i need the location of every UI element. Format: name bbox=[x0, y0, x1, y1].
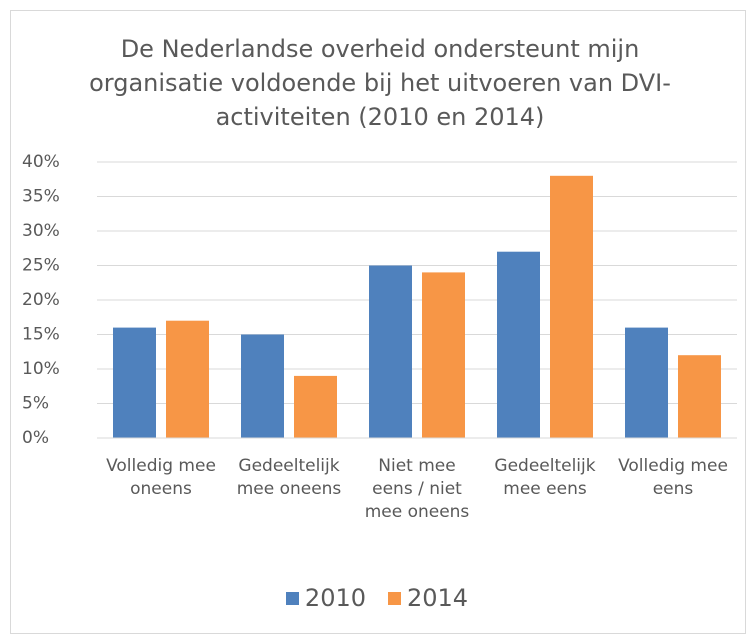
chart-title: De Nederlandse overheid ondersteunt mijn… bbox=[89, 35, 671, 131]
legend-item: 2010 bbox=[285, 584, 366, 612]
legend-label: 2014 bbox=[407, 584, 469, 612]
legend-label: 2010 bbox=[304, 584, 366, 612]
x-tick-label: Volledig mee eens bbox=[618, 456, 728, 499]
x-tick-label: Gedeeltelijk mee oneens bbox=[236, 456, 342, 499]
x-tick-label: Volledig mee oneens bbox=[106, 456, 216, 499]
bar bbox=[241, 334, 284, 438]
y-tick-label: 35% bbox=[22, 187, 60, 207]
bar bbox=[678, 355, 721, 438]
bar bbox=[550, 175, 593, 439]
y-tick-label: 0% bbox=[22, 428, 49, 448]
legend-swatch bbox=[388, 591, 401, 605]
y-tick-label: 25% bbox=[22, 256, 60, 276]
bar bbox=[369, 265, 412, 438]
y-tick-label: 20% bbox=[22, 290, 60, 310]
bar bbox=[422, 272, 465, 438]
y-tick-label: 40% bbox=[22, 152, 60, 172]
bar bbox=[294, 375, 337, 438]
x-tick-label: Gedeeltelijk mee eens bbox=[494, 456, 596, 499]
legend-swatch bbox=[285, 591, 299, 605]
bar bbox=[497, 251, 540, 438]
bar bbox=[113, 327, 156, 438]
y-tick-label: 30% bbox=[22, 221, 60, 241]
legend: 2010 2014 bbox=[0, 584, 754, 612]
bar bbox=[625, 327, 668, 438]
bar bbox=[166, 320, 209, 438]
y-tick-label: 15% bbox=[22, 325, 60, 345]
legend-item: 2014 bbox=[388, 584, 468, 612]
x-tick-label: Niet mee eens / niet mee oneens bbox=[364, 456, 470, 522]
y-tick-label: 10% bbox=[22, 359, 60, 379]
y-tick-label: 5% bbox=[22, 394, 49, 414]
